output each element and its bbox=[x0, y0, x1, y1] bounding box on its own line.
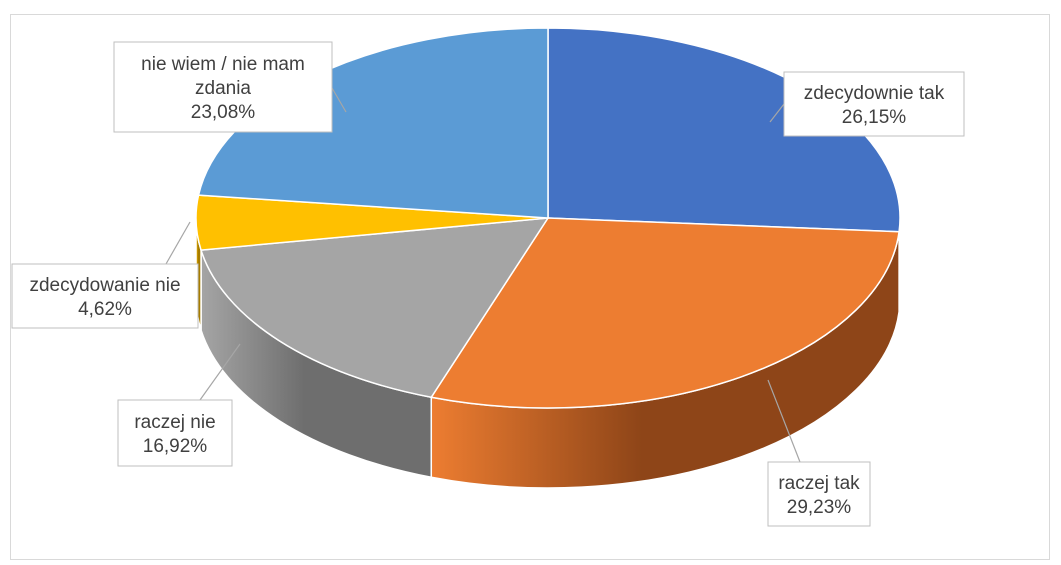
label-value-2: 16,92% bbox=[143, 436, 208, 457]
label-name-4: zdania bbox=[195, 78, 251, 99]
label-box-0 bbox=[783, 71, 965, 137]
label-name-4: nie wiem / nie mam bbox=[141, 54, 305, 75]
leader-line-2 bbox=[199, 343, 241, 401]
label-value-3: 4,62% bbox=[78, 299, 132, 320]
data-label-4: nie wiem / nie mam zdania 23,08% bbox=[113, 41, 347, 133]
data-label-3: zdecydowanie nie 4,62% bbox=[11, 221, 199, 329]
label-box-1 bbox=[767, 461, 871, 527]
data-label-1: raczej tak 29,23% bbox=[767, 379, 871, 527]
label-name-2: raczej nie bbox=[134, 412, 215, 433]
pie-slice-1 bbox=[430, 217, 900, 409]
label-value-0: 26,15% bbox=[842, 107, 907, 128]
label-value-4: 23,08% bbox=[191, 102, 256, 123]
label-box-4 bbox=[113, 41, 333, 133]
data-label-0: zdecydownie tak 26,15% bbox=[769, 71, 965, 137]
label-box-3 bbox=[11, 263, 199, 329]
label-name-1: raczej tak bbox=[778, 473, 860, 494]
leader-line-0 bbox=[769, 103, 785, 123]
label-name-3: zdecydowanie nie bbox=[29, 275, 180, 296]
leader-line-1 bbox=[767, 379, 801, 463]
label-box-2 bbox=[117, 399, 233, 467]
pie-slice-2 bbox=[200, 217, 550, 399]
label-value-1: 29,23% bbox=[787, 497, 852, 518]
leader-line-3 bbox=[165, 221, 191, 265]
data-label-2: raczej nie 16,92% bbox=[117, 343, 241, 467]
leader-line-4 bbox=[331, 87, 347, 113]
label-name-0: zdecydownie tak bbox=[804, 83, 945, 104]
